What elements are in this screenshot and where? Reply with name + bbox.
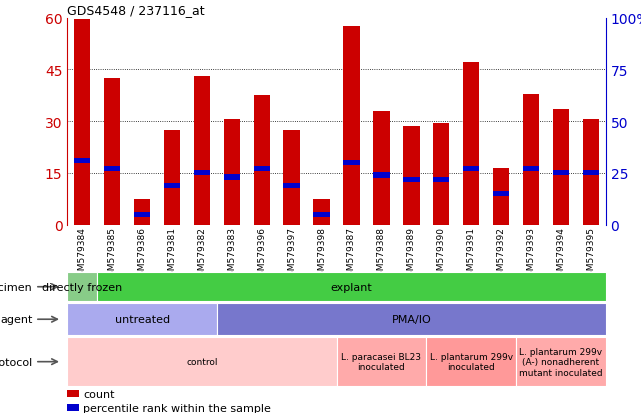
Text: GSM579387: GSM579387 [347, 226, 356, 281]
Text: PMA/IO: PMA/IO [392, 314, 431, 325]
Text: L. plantarum 299v
(A-) nonadherent
mutant inoculated: L. plantarum 299v (A-) nonadherent mutan… [519, 347, 603, 377]
Text: untreated: untreated [115, 314, 170, 325]
Text: GSM579394: GSM579394 [556, 226, 565, 281]
Bar [403, 177, 419, 182]
Bar [67, 304, 217, 335]
Text: count: count [83, 389, 115, 399]
Text: explant: explant [331, 282, 372, 292]
Bar [403, 127, 419, 225]
Text: GSM579386: GSM579386 [138, 226, 147, 281]
Bar [523, 94, 539, 225]
Text: percentile rank within the sample: percentile rank within the sample [83, 403, 271, 413]
Bar [583, 120, 599, 225]
Text: GSM579395: GSM579395 [587, 226, 595, 281]
Bar [516, 337, 606, 386]
Bar [313, 212, 330, 217]
Bar [283, 131, 300, 225]
Bar [283, 183, 300, 188]
Bar [583, 171, 599, 176]
Bar [224, 175, 240, 180]
Text: specimen: specimen [0, 282, 32, 292]
Bar [433, 123, 449, 225]
Bar [194, 77, 210, 225]
Text: control: control [186, 357, 218, 366]
Bar [373, 173, 390, 178]
Bar [74, 20, 90, 225]
Text: GSM579398: GSM579398 [317, 226, 326, 281]
Text: GSM579396: GSM579396 [257, 226, 266, 281]
Bar [104, 167, 121, 172]
Text: GSM579382: GSM579382 [197, 226, 206, 281]
Bar [164, 183, 180, 188]
Bar [164, 131, 180, 225]
Text: GSM579391: GSM579391 [467, 226, 476, 281]
Text: GDS4548 / 237116_at: GDS4548 / 237116_at [67, 5, 205, 17]
Text: GSM579393: GSM579393 [526, 226, 535, 281]
Text: GSM579397: GSM579397 [287, 226, 296, 281]
Bar [523, 167, 539, 172]
Bar [217, 304, 606, 335]
Text: GSM579383: GSM579383 [228, 226, 237, 281]
Bar [313, 199, 330, 225]
Bar [253, 167, 270, 172]
Text: GSM579385: GSM579385 [108, 226, 117, 281]
Bar [553, 171, 569, 176]
Bar [337, 337, 426, 386]
Bar [433, 177, 449, 182]
Bar [463, 167, 479, 172]
Bar [344, 161, 360, 166]
Text: agent: agent [0, 314, 32, 325]
Text: GSM579389: GSM579389 [407, 226, 416, 281]
Bar [67, 273, 97, 301]
Bar [344, 27, 360, 225]
Text: L. paracasei BL23
inoculated: L. paracasei BL23 inoculated [342, 352, 421, 371]
Text: GSM579392: GSM579392 [497, 226, 506, 281]
Bar [67, 337, 337, 386]
Bar [493, 192, 509, 197]
Bar [253, 96, 270, 225]
Bar [553, 110, 569, 225]
Bar [493, 169, 509, 225]
Bar [194, 171, 210, 176]
Text: GSM579390: GSM579390 [437, 226, 445, 281]
Bar [134, 199, 150, 225]
Bar [463, 63, 479, 225]
Bar [373, 112, 390, 225]
Bar [134, 212, 150, 217]
Text: GSM579381: GSM579381 [167, 226, 176, 281]
Text: GSM579384: GSM579384 [78, 226, 87, 281]
Text: directly frozen: directly frozen [42, 282, 122, 292]
Bar [74, 159, 90, 164]
Bar [224, 120, 240, 225]
Bar [104, 79, 121, 225]
Bar [67, 389, 79, 397]
Bar [426, 337, 516, 386]
Text: L. plantarum 299v
inoculated: L. plantarum 299v inoculated [429, 352, 513, 371]
Text: GSM579388: GSM579388 [377, 226, 386, 281]
Text: protocol: protocol [0, 357, 32, 367]
Bar [67, 404, 79, 411]
